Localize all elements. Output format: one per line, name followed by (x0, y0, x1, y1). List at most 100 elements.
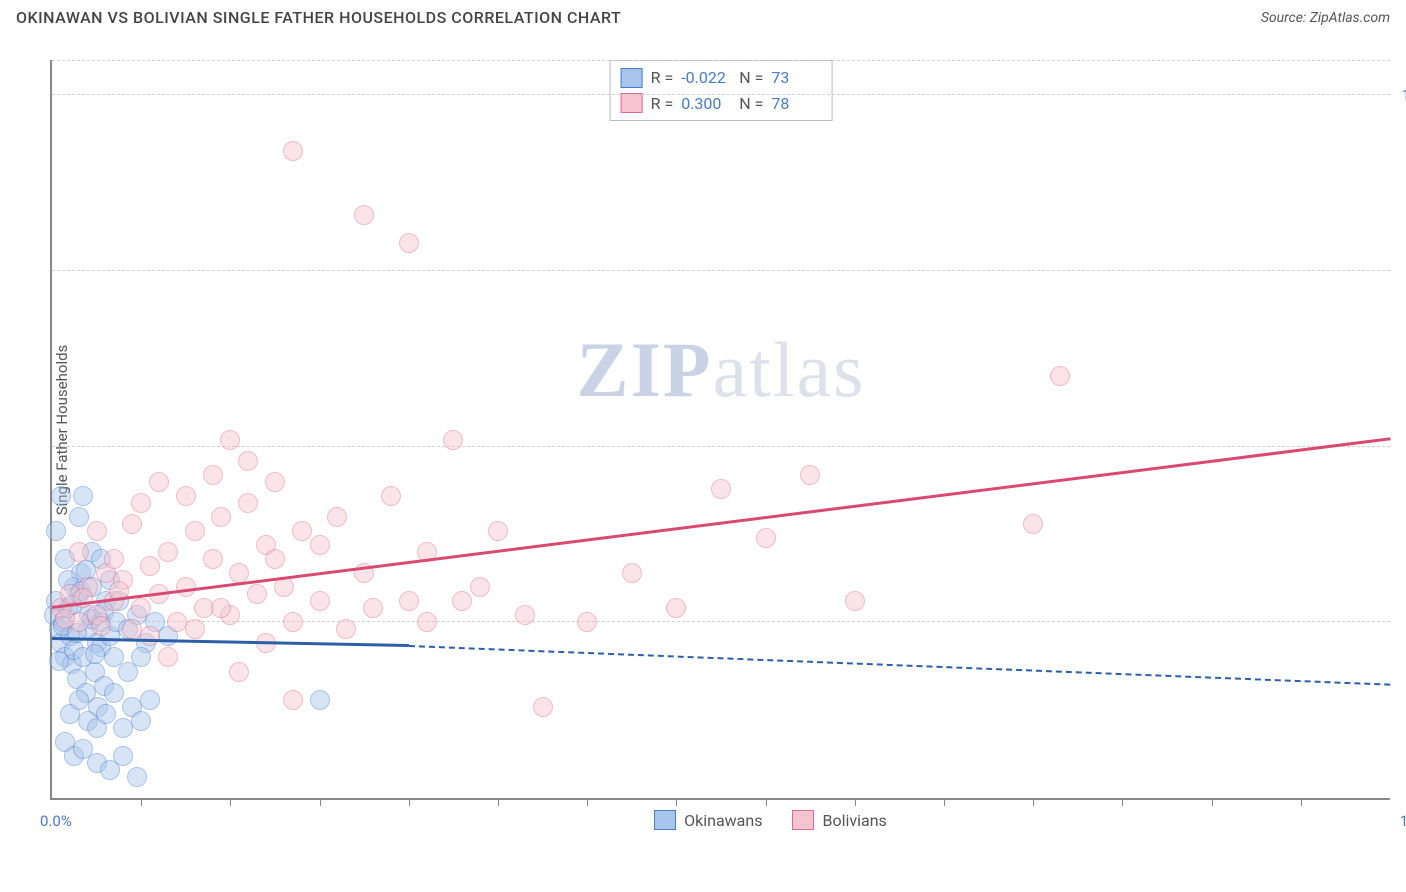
scatter-point (91, 616, 111, 636)
legend-label-bolivians: Bolivians (822, 811, 886, 830)
stats-legend: R = -0.022 N = 73 R = 0.300 N = 78 (610, 60, 833, 121)
scatter-point (104, 549, 124, 569)
stat-n-label: N = (739, 65, 763, 91)
scatter-point (87, 521, 107, 541)
gridline (52, 94, 1390, 95)
stat-r-label: R = (651, 65, 674, 91)
scatter-point (488, 521, 508, 541)
x-axis-min-label: 0.0% (40, 812, 72, 830)
scatter-point (443, 430, 463, 450)
x-tick (498, 798, 499, 806)
scatter-point (470, 577, 490, 597)
scatter-point (85, 644, 105, 664)
stat-n-value-okinawans: 73 (771, 65, 821, 91)
scatter-point (265, 472, 285, 492)
legend-item-okinawans: Okinawans (654, 810, 762, 830)
scatter-point (113, 746, 133, 766)
plot-region: ZIPatlas R = -0.022 N = 73 R = 0.300 N =… (50, 60, 1390, 800)
scatter-point (203, 549, 223, 569)
scatter-point (49, 651, 69, 671)
scatter-point (131, 647, 151, 667)
scatter-point (229, 662, 249, 682)
scatter-point (452, 591, 472, 611)
scatter-point (622, 563, 642, 583)
x-tick (587, 798, 588, 806)
scatter-point (577, 612, 597, 632)
scatter-point (711, 479, 731, 499)
scatter-point (104, 683, 124, 703)
x-tick (320, 798, 321, 806)
scatter-point (336, 619, 356, 639)
scatter-point (55, 609, 75, 629)
scatter-point (1023, 514, 1043, 534)
x-tick (1301, 798, 1302, 806)
scatter-point (131, 493, 151, 513)
scatter-point (176, 486, 196, 506)
chart-source: Source: ZipAtlas.com (1261, 10, 1390, 26)
scatter-point (310, 535, 330, 555)
scatter-point (274, 577, 294, 597)
scatter-point (283, 141, 303, 161)
x-tick (409, 798, 410, 806)
scatter-point (800, 465, 820, 485)
scatter-point (1050, 366, 1070, 386)
chart-area: Single Father Households ZIPatlas R = -0… (50, 60, 1390, 800)
scatter-point (220, 430, 240, 450)
scatter-point (131, 711, 151, 731)
scatter-point (96, 704, 116, 724)
trend-line-extrapolated (409, 645, 1390, 686)
x-tick (766, 798, 767, 806)
x-tick (676, 798, 677, 806)
scatter-point (381, 486, 401, 506)
scatter-point (149, 472, 169, 492)
watermark-atlas: atlas (713, 326, 866, 413)
scatter-point (666, 598, 686, 618)
scatter-point (238, 493, 258, 513)
chart-title: OKINAWAN VS BOLIVIAN SINGLE FATHER HOUSE… (16, 8, 621, 27)
scatter-point (292, 521, 312, 541)
scatter-point (140, 556, 160, 576)
x-tick (230, 798, 231, 806)
scatter-point (327, 507, 347, 527)
legend-swatch-bolivians (792, 810, 814, 830)
swatch-okinawans (621, 68, 643, 88)
scatter-point (283, 690, 303, 710)
scatter-point (69, 690, 89, 710)
scatter-point (140, 690, 160, 710)
legend-item-bolivians: Bolivians (792, 810, 886, 830)
gridline (52, 446, 1390, 447)
scatter-point (265, 549, 285, 569)
x-tick (944, 798, 945, 806)
scatter-point (845, 591, 865, 611)
scatter-point (238, 451, 258, 471)
stats-row-okinawans: R = -0.022 N = 73 (621, 65, 822, 91)
scatter-point (203, 465, 223, 485)
scatter-point (185, 521, 205, 541)
scatter-point (533, 697, 553, 717)
scatter-point (756, 528, 776, 548)
x-tick (855, 798, 856, 806)
legend-swatch-okinawans (654, 810, 676, 830)
x-tick (141, 798, 142, 806)
scatter-point (51, 486, 71, 506)
gridline (52, 60, 1390, 61)
scatter-point (310, 690, 330, 710)
x-tick (1212, 798, 1213, 806)
scatter-point (515, 605, 535, 625)
scatter-point (158, 647, 178, 667)
scatter-point (399, 233, 419, 253)
scatter-point (229, 563, 249, 583)
gridline (52, 621, 1390, 622)
scatter-point (140, 626, 160, 646)
scatter-point (69, 542, 89, 562)
scatter-point (158, 542, 178, 562)
x-tick (1122, 798, 1123, 806)
scatter-point (310, 591, 330, 611)
scatter-point (73, 486, 93, 506)
scatter-point (247, 584, 267, 604)
scatter-point (46, 521, 66, 541)
scatter-point (131, 598, 151, 618)
scatter-point (211, 507, 231, 527)
x-tick (1033, 798, 1034, 806)
stat-r-value-okinawans: -0.022 (681, 65, 731, 91)
